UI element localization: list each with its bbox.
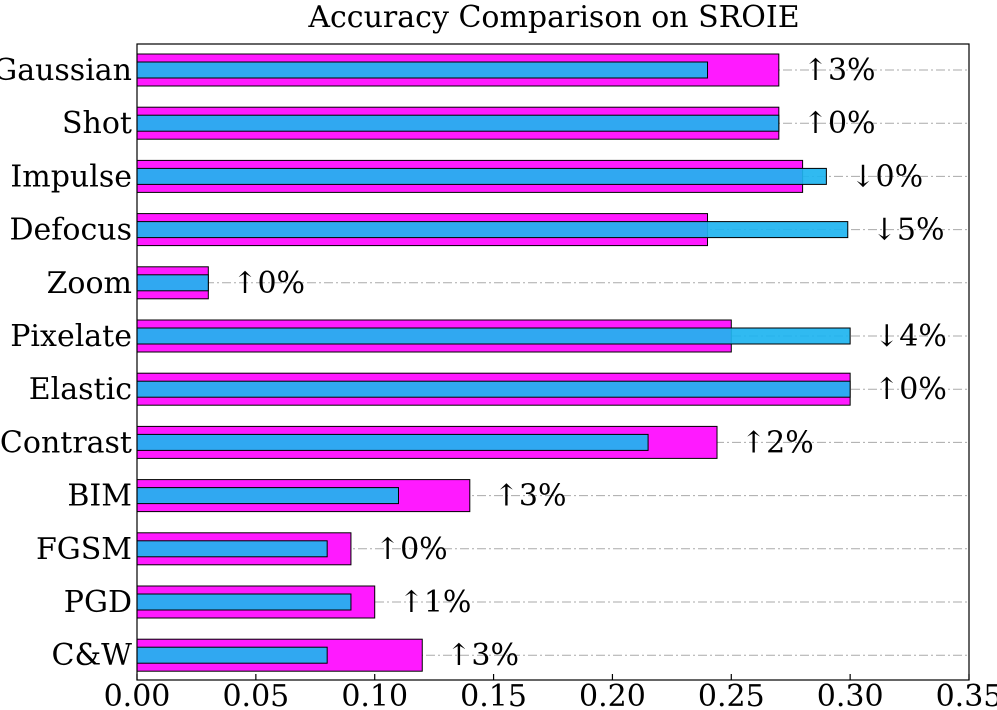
bar-narrow-fgsm <box>136 540 328 558</box>
delta-label: ↑0% <box>375 532 448 567</box>
category-label: Shot <box>62 106 132 141</box>
x-tick-label: 0.05 <box>222 679 289 710</box>
delta-label: ↑3% <box>446 638 519 673</box>
bar-narrow-zoom <box>136 274 209 292</box>
category-label: Defocus <box>10 213 133 248</box>
bar-narrow-pgd <box>136 593 352 611</box>
category-label: Impulse <box>10 159 132 194</box>
bar-narrow-contrast <box>136 433 649 451</box>
x-axis: 0.00 0.05 0.10 0.15 0.20 0.25 0.30 0.35 <box>104 674 997 710</box>
category-label: Pixelate <box>10 319 132 354</box>
bar-narrow-pixelate <box>136 327 851 345</box>
bar-narrow-c-w <box>136 646 328 664</box>
x-tick-label: 0.25 <box>698 679 765 710</box>
category-label: Elastic <box>29 372 132 407</box>
delta-label: ↑3% <box>803 53 876 88</box>
delta-label: ↑2% <box>741 425 814 460</box>
x-tick-label: 0.15 <box>460 679 527 710</box>
delta-label: ↑0% <box>803 106 876 141</box>
delta-label: ↓4% <box>874 319 947 354</box>
category-label: FGSM <box>36 532 132 567</box>
category-label: Gaussian <box>0 53 132 88</box>
bar-layer <box>136 53 851 672</box>
category-label: C&W <box>52 638 133 673</box>
delta-label: ↑1% <box>399 585 472 620</box>
delta-label: ↓5% <box>872 213 945 248</box>
grid-layer <box>137 69 969 656</box>
delta-label: ↑3% <box>494 479 567 514</box>
x-tick-label: 0.30 <box>817 679 884 710</box>
bar-narrow-gaussian <box>136 61 709 79</box>
bar-narrow-impulse <box>136 167 827 185</box>
category-label: Contrast <box>0 425 132 460</box>
delta-label: ↑0% <box>232 266 305 301</box>
bar-narrow-bim <box>136 487 399 505</box>
x-tick-label: 0.00 <box>104 679 171 710</box>
category-label: Zoom <box>47 266 132 301</box>
x-tick-label: 0.20 <box>579 679 646 710</box>
bar-narrow-elastic <box>136 380 851 398</box>
label-layer: Gaussian ↑3% Shot ↑0% Impulse ↓0% Defocus ↓5% Zo… <box>0 53 947 673</box>
category-label: BIM <box>67 479 132 514</box>
bar-narrow-defocus <box>136 221 849 239</box>
delta-label: ↓0% <box>850 159 923 194</box>
x-tick-label: 0.35 <box>936 679 997 710</box>
plot-frame <box>136 43 970 681</box>
bar-narrow-shot <box>136 114 780 132</box>
delta-label: ↑0% <box>874 372 947 407</box>
chart-title: Accuracy Comparison on SROIE <box>307 0 799 35</box>
category-label: PGD <box>64 585 132 620</box>
x-tick-label: 0.10 <box>341 679 408 710</box>
